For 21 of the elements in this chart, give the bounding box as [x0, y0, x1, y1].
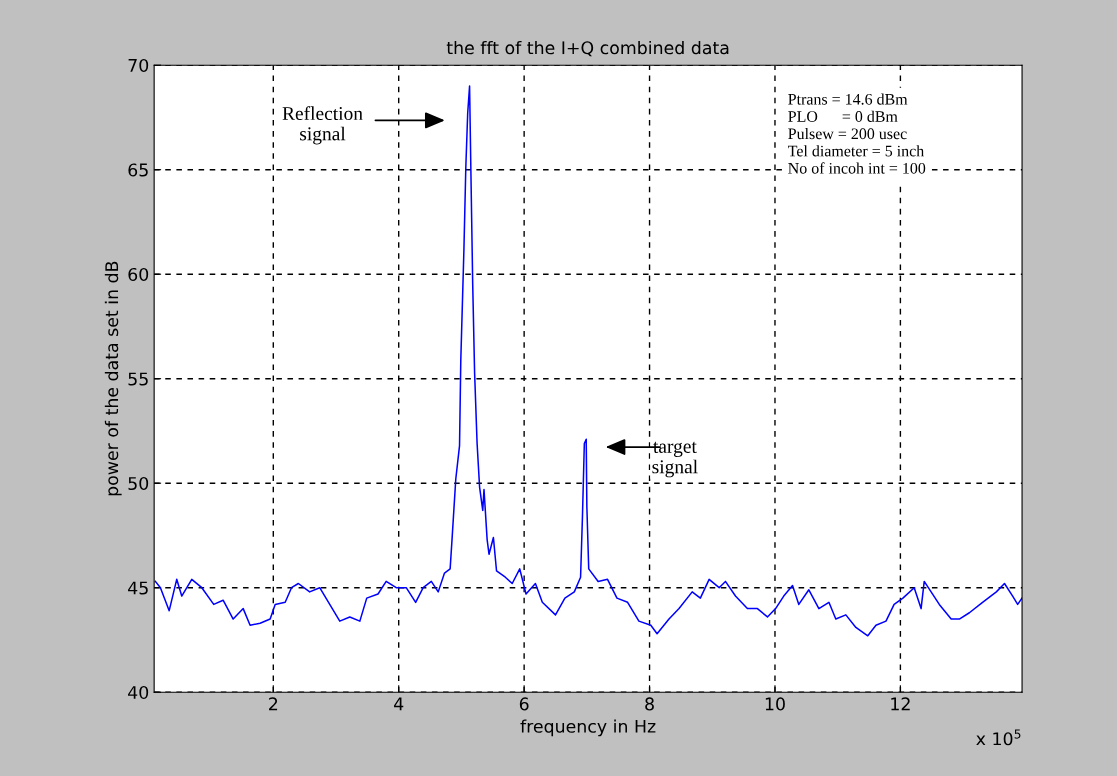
annotation: Reflection signal [282, 106, 363, 145]
x-tick-label: 10 [765, 697, 785, 711]
x-axis-title: frequency in Hz [520, 719, 656, 737]
y-tick-label: 45 [128, 581, 148, 595]
text: x 10$^{5}$ [976, 729, 1021, 746]
x-tick-label: 4 [394, 697, 404, 711]
y-tick-label: 40 [128, 685, 149, 700]
y-tick-label: 50 [128, 476, 149, 491]
y-tick-label: 55 [128, 372, 148, 386]
x-tick-label: 12 [891, 697, 910, 711]
x-tick-label: 6 [519, 697, 529, 711]
x-tick-label: 8 [645, 697, 654, 711]
y-tick-label: 65 [128, 163, 148, 177]
annotation: Ptrans = 14.6 dBm PLO = 0 dBm Pulsew = 200 usec Tel diameter = 5 inch No of incoh int = 100 [788, 93, 926, 174]
chart-title: the fft of the I+Q combined data [446, 40, 729, 57]
x-tick-label: 2 [269, 697, 278, 711]
y-tick-label: 70 [128, 58, 149, 73]
y-tick-label: 60 [128, 267, 149, 282]
line-series [154, 85, 1023, 637]
annotation: target signal [652, 441, 698, 478]
y-axis-title: power of the data set in dB [104, 261, 122, 496]
